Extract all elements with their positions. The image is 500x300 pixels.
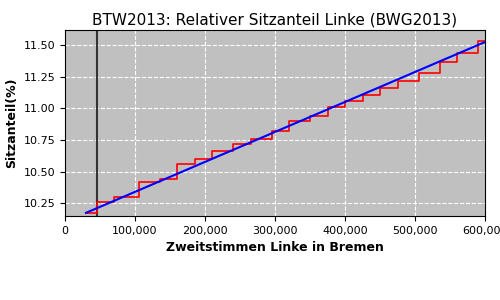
Sitzanteil real (111, 195, 117, 199)
Sitzanteil real (136, 180, 141, 184)
Sitzanteil real (342, 105, 348, 109)
Sitzanteil real (174, 162, 180, 166)
Sitzanteil real (307, 119, 313, 123)
Sitzanteil real (268, 137, 274, 141)
Sitzanteil real (482, 40, 488, 43)
Sitzanteil real (209, 150, 215, 153)
Sitzanteil real (360, 93, 366, 96)
Sitzanteil real (268, 129, 274, 133)
Sitzanteil real (454, 51, 460, 55)
Sitzanteil real (286, 129, 292, 133)
Sitzanteil real (174, 178, 180, 181)
Sitzanteil real (436, 71, 442, 75)
Sitzanteil real (192, 162, 198, 166)
Sitzanteil real (156, 180, 162, 184)
Y-axis label: Sitzanteil(%): Sitzanteil(%) (5, 78, 18, 168)
Sitzanteil real (342, 99, 348, 103)
Sitzanteil real (360, 99, 366, 103)
Sitzanteil real (377, 86, 383, 90)
Sitzanteil real (436, 60, 442, 63)
X-axis label: Zweitstimmen Linke in Bremen: Zweitstimmen Linke in Bremen (166, 241, 384, 254)
Sitzanteil real (324, 114, 330, 118)
Sitzanteil real (230, 142, 236, 146)
Sitzanteil real (394, 86, 400, 90)
Sitzanteil real (156, 178, 162, 181)
Sitzanteil real (454, 60, 460, 63)
Sitzanteil real (394, 79, 400, 83)
Sitzanteil real (475, 40, 481, 43)
Sitzanteil real (209, 157, 215, 161)
Sitzanteil real (94, 200, 100, 204)
Sitzanteil real (248, 137, 254, 141)
Sitzanteil real (83, 211, 89, 214)
Sitzanteil real (192, 157, 198, 161)
Sitzanteil real (248, 142, 254, 146)
Sitzanteil real (475, 51, 481, 55)
Title: BTW2013: Relativer Sitzanteil Linke (BWG2013): BTW2013: Relativer Sitzanteil Linke (BWG… (92, 12, 458, 27)
Sitzanteil real (307, 114, 313, 118)
Sitzanteil real (111, 200, 117, 204)
Sitzanteil real (324, 105, 330, 109)
Sitzanteil real (377, 93, 383, 96)
Sitzanteil real (416, 71, 422, 75)
Sitzanteil real (136, 195, 141, 199)
Sitzanteil real (416, 79, 422, 83)
Line: Sitzanteil real: Sitzanteil real (86, 41, 485, 213)
Sitzanteil real (94, 211, 100, 214)
Sitzanteil real (286, 119, 292, 123)
Sitzanteil real (230, 150, 236, 153)
